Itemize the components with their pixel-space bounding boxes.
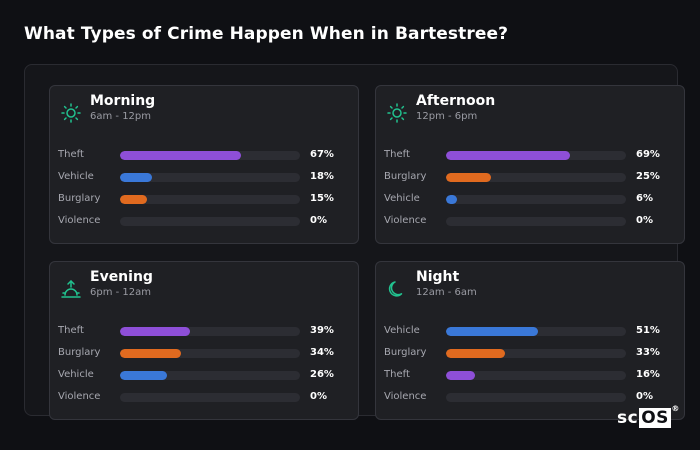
card-title: Morning [90,93,156,109]
bar-fill [120,349,181,358]
bar-track [446,195,626,204]
bar-fill [446,371,475,380]
crime-row: Vehicle 6% [376,193,686,207]
card-time-range: 6pm - 12am [90,287,152,298]
crime-percentage: 69% [636,149,660,160]
bar-fill [446,349,505,358]
registered-mark: ® [671,404,680,413]
bar-fill [120,151,241,160]
bar-track [120,195,300,204]
crime-type-label: Theft [384,369,410,380]
card-title: Evening [90,269,153,285]
crime-row: Vehicle 18% [50,171,360,185]
brand-mark-os: OS [639,408,671,428]
crime-percentage: 67% [310,149,334,160]
bar-fill [120,327,190,336]
bar-fill [446,195,457,204]
crime-percentage: 15% [310,193,334,204]
crime-percentage: 51% [636,325,660,336]
crime-type-label: Burglary [58,193,101,204]
crime-type-label: Theft [58,149,84,160]
crime-row: Burglary 25% [376,171,686,185]
crime-percentage: 0% [636,215,653,226]
sunset-icon [61,279,81,298]
bar-track [446,217,626,226]
bar-track [120,349,300,358]
bar-track [446,349,626,358]
bar-track [120,371,300,380]
crime-percentage: 16% [636,369,660,380]
crime-percentage: 6% [636,193,653,204]
crime-type-label: Violence [384,391,427,402]
sun-icon [61,103,81,123]
card-title: Afternoon [416,93,496,109]
crime-percentage: 39% [310,325,334,336]
bar-track [446,151,626,160]
crime-type-label: Burglary [58,347,101,358]
bar-fill [120,173,152,182]
crime-row: Theft 69% [376,149,686,163]
crime-type-label: Vehicle [384,193,420,204]
brand-mark: sc [617,408,639,428]
bar-fill [120,195,147,204]
crime-type-label: Vehicle [58,369,94,380]
bar-fill [120,371,167,380]
bar-track [120,173,300,182]
crime-percentage: 25% [636,171,660,182]
card-title: Night [416,269,460,285]
crime-row: Violence 0% [376,215,686,229]
moon-icon [388,281,403,297]
sun-icon [387,103,407,123]
crime-type-label: Violence [384,215,427,226]
crime-type-label: Burglary [384,171,427,182]
crime-type-label: Vehicle [58,171,94,182]
crime-row: Theft 67% [50,149,360,163]
crime-type-label: Theft [384,149,410,160]
bar-track [120,327,300,336]
bar-track [120,217,300,226]
card-time-range: 12am - 6am [416,287,477,298]
card-night: Night 12am - 6am Vehicle 51% Burglary 33% Th… [375,261,685,420]
crime-row: Burglary 15% [50,193,360,207]
crime-type-label: Theft [58,325,84,336]
crime-percentage: 26% [310,369,334,380]
bar-track [446,173,626,182]
bar-fill [446,327,538,336]
crime-row: Burglary 34% [50,347,360,361]
crime-row: Vehicle 26% [50,369,360,383]
crime-type-label: Burglary [384,347,427,358]
crime-percentage: 0% [310,391,327,402]
crime-type-label: Violence [58,215,101,226]
crime-percentage: 33% [636,347,660,358]
bar-fill [446,151,570,160]
crime-percentage: 18% [310,171,334,182]
bar-track [120,151,300,160]
card-time-range: 12pm - 6pm [416,111,478,122]
crime-row: Theft 39% [50,325,360,339]
bar-track [446,371,626,380]
crime-row: Violence 0% [376,391,686,405]
crime-row: Violence 0% [50,215,360,229]
crime-row: Theft 16% [376,369,686,383]
card-afternoon: Afternoon 12pm - 6pm Theft 69% Burglary 25%… [375,85,685,244]
crime-row: Burglary 33% [376,347,686,361]
bar-track [446,327,626,336]
crime-type-label: Violence [58,391,101,402]
card-evening: Evening 6pm - 12am Theft 39% Burglary 34% Ve… [49,261,359,420]
crime-row: Vehicle 51% [376,325,686,339]
bar-track [446,393,626,402]
crime-percentage: 0% [310,215,327,226]
brand-logo: sc OS ® [617,404,679,430]
bar-fill [446,173,491,182]
bar-track [120,393,300,402]
crime-percentage: 34% [310,347,334,358]
page-title: What Types of Crime Happen When in Barte… [24,24,509,44]
crime-percentage: 0% [636,391,653,402]
card-time-range: 6am - 12pm [90,111,152,122]
card-morning: Morning 6am - 12pm Theft 67% Vehicle 18% Bur… [49,85,359,244]
crime-type-label: Vehicle [384,325,420,336]
crime-row: Violence 0% [50,391,360,405]
